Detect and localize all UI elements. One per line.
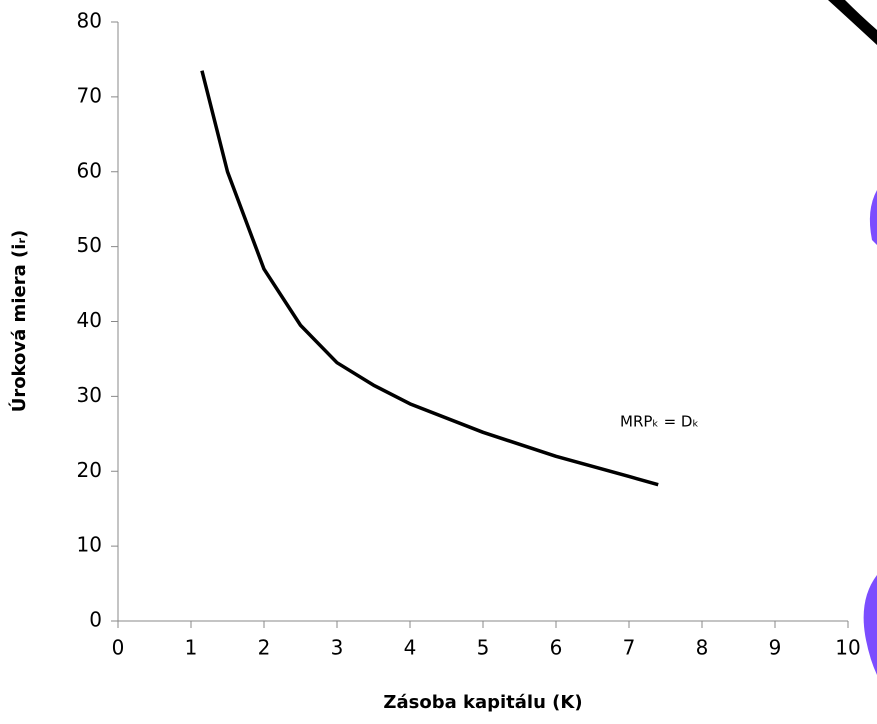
y-tick-label: 60: [77, 158, 102, 182]
y-axis-title: Úroková miera (iᵣ): [8, 230, 30, 413]
x-tick-label: 6: [550, 636, 563, 660]
y-tick-label: 70: [77, 83, 102, 107]
x-tick-label: 2: [258, 636, 271, 660]
decoration: [869, 190, 877, 245]
x-tick-label: 4: [404, 636, 417, 660]
x-tick-label: 10: [835, 636, 860, 660]
x-tick-label: 1: [185, 636, 198, 660]
y-tick-label: 80: [77, 9, 102, 33]
x-axis-title: Zásoba kapitálu (K): [383, 692, 582, 713]
x-tick-label: 0: [112, 636, 125, 660]
y-tick-label: 20: [77, 458, 102, 482]
annotation: MRPₖ = Dₖ: [620, 413, 699, 431]
y-tick-label: 10: [77, 533, 102, 557]
y-tick-label: 40: [77, 308, 102, 332]
decoration: [863, 575, 877, 675]
x-tick-label: 7: [623, 636, 636, 660]
line: [200, 70, 659, 487]
decoration: [828, 0, 877, 45]
y-tick-label: 50: [77, 233, 102, 257]
x-tick-label: 9: [769, 636, 782, 660]
y-tick-label: 30: [77, 383, 102, 407]
x-tick-label: 5: [477, 636, 490, 660]
x-tick-label: 3: [331, 636, 344, 660]
y-tick-label: 0: [89, 608, 102, 632]
x-tick-label: 8: [696, 636, 709, 660]
